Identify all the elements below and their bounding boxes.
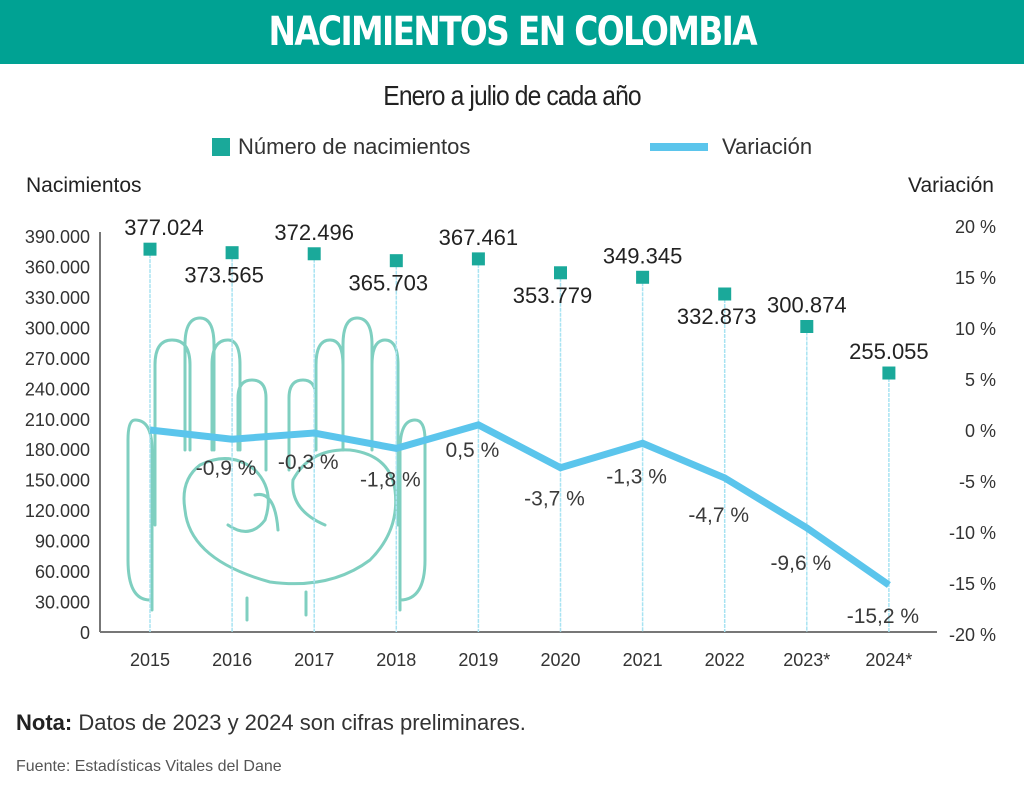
birth-marker	[143, 242, 157, 256]
birth-value-label: 349.345	[603, 243, 683, 268]
birth-marker	[307, 247, 321, 261]
left-hand-icon	[126, 316, 268, 612]
title-banner: NACIMIENTOS EN COLOMBIA	[0, 0, 1024, 64]
birth-markers	[143, 242, 896, 380]
y-tick-left-label: 390.000	[25, 227, 90, 247]
chart-title: NACIMIENTOS EN COLOMBIA	[268, 9, 757, 55]
y-tick-left-label: 180.000	[25, 440, 90, 460]
x-tick-label: 2022	[705, 650, 745, 670]
baby-body-icon	[182, 448, 398, 586]
x-tick-label: 2018	[376, 650, 416, 670]
legend-item-births: Número de nacimientos	[212, 132, 470, 162]
variation-value-label: -1,8 %	[360, 468, 421, 491]
square-marker-icon	[212, 138, 230, 156]
variation-value-label: -9,6 %	[770, 552, 831, 575]
x-tick-label: 2017	[294, 650, 334, 670]
y-axis-right-title: Variación	[908, 174, 994, 197]
variation-line	[149, 421, 891, 588]
note-text: Datos de 2023 y 2024 son cifras prelimin…	[78, 710, 526, 735]
birth-marker	[718, 287, 732, 301]
y-tick-left-label: 60.000	[35, 562, 90, 582]
x-tick-label: 2024*	[865, 650, 912, 670]
variation-value-label: 0,5 %	[446, 439, 500, 462]
legend-label-variation: Variación	[722, 134, 813, 159]
y-tick-left-label: 330.000	[25, 288, 90, 308]
y-tick-right-label: -20 %	[949, 625, 996, 645]
line-swatch-icon	[650, 143, 708, 151]
y-tick-right-label: 0 %	[965, 421, 996, 441]
y-tick-left-label: 0	[80, 623, 90, 643]
birth-marker	[800, 319, 814, 333]
variation-value-label: -1,3 %	[606, 465, 667, 488]
birth-marker	[636, 270, 650, 284]
y-tick-left-label: 210.000	[25, 410, 90, 430]
y-tick-left-label: 30.000	[35, 593, 90, 613]
y-tick-right-label: 15 %	[955, 268, 996, 288]
chart-subtitle: Enero a julio de cada año	[383, 80, 641, 111]
axes: 0 30.000 60.000 90.000 120.000 150.000 180.000…	[25, 217, 996, 670]
right-hand-icon	[287, 316, 427, 612]
variation-value-label: -0,3 %	[278, 451, 339, 474]
birth-value-label: 367.461	[439, 225, 519, 250]
birth-value-label: 353.779	[513, 283, 593, 308]
x-tick-label: 2021	[623, 650, 663, 670]
chart-area: 0 30.000 60.000 90.000 120.000 150.000 180.000…	[25, 215, 996, 670]
y-tick-right-label: 20 %	[955, 217, 996, 237]
y-tick-right-label: 10 %	[955, 319, 996, 339]
birth-value-label: 332.873	[677, 304, 757, 329]
variation-value-label: -15,2 %	[847, 605, 919, 628]
y-tick-left-label: 360.000	[25, 257, 90, 277]
birth-value-label: 372.496	[274, 220, 354, 245]
birth-marker	[554, 266, 567, 280]
x-tick-label: 2023*	[783, 650, 830, 670]
birth-value-label: 300.874	[767, 292, 847, 317]
y-tick-left-label: 300.000	[25, 318, 90, 338]
y-tick-left-label: 270.000	[25, 349, 90, 369]
birth-value-label: 373.565	[184, 263, 264, 288]
variation-value-label: -0,9 %	[196, 457, 257, 480]
data-labels: 377.024 373.565 372.496 365.703 367.461 353.7…	[124, 215, 928, 628]
footnote: Nota: Datos de 2023 y 2024 son cifras pr…	[16, 710, 526, 736]
legend-label-births: Número de nacimientos	[238, 134, 471, 159]
birth-marker	[882, 366, 896, 380]
y-tick-right-label: 5 %	[965, 370, 996, 390]
birth-marker	[225, 246, 239, 260]
y-tick-right-label: -5 %	[959, 472, 996, 492]
variation-value-label: -4,7 %	[688, 504, 749, 527]
y-tick-left-label: 240.000	[25, 379, 90, 399]
baby-hands-illustration	[126, 316, 427, 622]
y-tick-left-label: 150.000	[25, 471, 90, 491]
birth-marker	[471, 252, 485, 266]
note-label: Nota:	[16, 710, 73, 735]
x-tick-label: 2016	[212, 650, 252, 670]
source-credit: Fuente: Estadísticas Vitales del Dane	[16, 758, 282, 775]
y-tick-left-label: 90.000	[35, 532, 90, 552]
legend-item-variation: Variación	[650, 132, 812, 162]
x-tick-label: 2015	[130, 650, 170, 670]
y-axis-left-title: Nacimientos	[26, 174, 142, 197]
variation-value-label: -3,7 %	[524, 488, 585, 511]
birth-value-label: 365.703	[349, 271, 429, 296]
y-tick-right-label: -15 %	[949, 574, 996, 594]
x-tick-label: 2019	[458, 650, 498, 670]
y-tick-right-label: -10 %	[949, 523, 996, 543]
x-tick-label: 2020	[540, 650, 580, 670]
variation-line-layer	[149, 421, 891, 588]
birth-marker	[389, 254, 403, 268]
birth-value-label: 255.055	[849, 339, 929, 364]
birth-value-label: 377.024	[124, 215, 204, 240]
y-tick-left-label: 120.000	[25, 501, 90, 521]
